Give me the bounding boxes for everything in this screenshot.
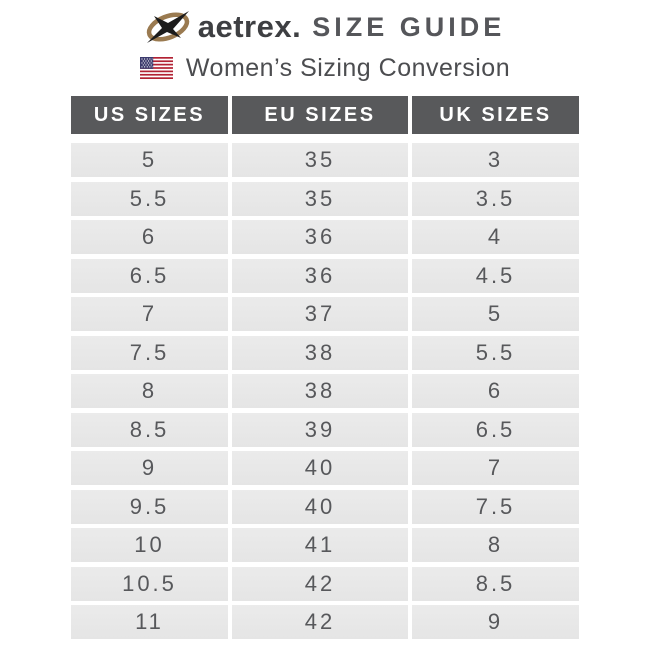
column-header-uk: UK SIZES bbox=[412, 96, 579, 134]
size-cell-uk: 7 bbox=[412, 451, 579, 485]
size-cell-us: 10 bbox=[71, 528, 228, 562]
size-cell-eu: 42 bbox=[232, 605, 408, 639]
column-header-us: US SIZES bbox=[71, 96, 228, 134]
subtitle-row: Women’s Sizing Conversion bbox=[0, 53, 650, 83]
size-cell-eu: 40 bbox=[232, 489, 408, 524]
size-cell-us: 10.5 bbox=[71, 566, 228, 601]
brand-name: aetrex. bbox=[197, 9, 302, 44]
size-cell-eu: 35 bbox=[232, 143, 408, 177]
size-cell-eu: 38 bbox=[232, 374, 408, 408]
size-cell-us: 8 bbox=[71, 374, 228, 408]
size-cell-uk: 5.5 bbox=[412, 335, 579, 370]
size-cell-eu: 41 bbox=[232, 528, 408, 562]
size-cell-us: 9 bbox=[71, 451, 228, 485]
size-cell-eu: 38 bbox=[232, 335, 408, 370]
subtitle-text: Women’s Sizing Conversion bbox=[185, 53, 511, 82]
size-cell-eu: 39 bbox=[232, 412, 408, 447]
size-cell-eu: 37 bbox=[232, 297, 408, 331]
brand-header: aetrex. SIZE GUIDE bbox=[0, 0, 650, 49]
size-cell-uk: 3.5 bbox=[412, 181, 579, 216]
size-cell-eu: 42 bbox=[232, 566, 408, 601]
size-cell-uk: 7.5 bbox=[412, 489, 579, 524]
size-cell-eu: 36 bbox=[232, 258, 408, 293]
size-cell-us: 7 bbox=[71, 297, 228, 331]
page-title: SIZE GUIDE bbox=[312, 11, 506, 42]
size-table-header: US SIZES EU SIZES UK SIZES bbox=[71, 96, 579, 134]
size-cell-us: 8.5 bbox=[71, 412, 228, 447]
size-cell-uk: 8 bbox=[412, 528, 579, 562]
column-header-eu: EU SIZES bbox=[232, 96, 408, 134]
size-cell-eu: 36 bbox=[232, 220, 408, 254]
size-cell-us: 5 bbox=[71, 143, 228, 177]
size-cell-uk: 5 bbox=[412, 297, 579, 331]
size-cell-us: 9.5 bbox=[71, 489, 228, 524]
size-table-body: 5 35 3 5.5 35 3.5 6 36 4 6.5 36 4.5 7 37 5 7.5 38 5.5 8 38 6… bbox=[71, 143, 579, 639]
size-cell-us: 6 bbox=[71, 220, 228, 254]
size-cell-uk: 6 bbox=[412, 374, 579, 408]
size-cell-us: 11 bbox=[71, 605, 228, 639]
size-cell-us: 5.5 bbox=[71, 181, 228, 216]
size-cell-uk: 6.5 bbox=[412, 412, 579, 447]
size-cell-eu: 40 bbox=[232, 451, 408, 485]
size-cell-uk: 9 bbox=[412, 605, 579, 639]
size-cell-us: 7.5 bbox=[71, 335, 228, 370]
size-cell-uk: 4 bbox=[412, 220, 579, 254]
aetrex-logo-icon bbox=[145, 7, 191, 47]
size-cell-eu: 35 bbox=[232, 181, 408, 216]
size-cell-uk: 4.5 bbox=[412, 258, 579, 293]
size-cell-uk: 3 bbox=[412, 143, 579, 177]
size-cell-uk: 8.5 bbox=[412, 566, 579, 601]
size-cell-us: 6.5 bbox=[71, 258, 228, 293]
us-flag-icon bbox=[139, 57, 173, 79]
